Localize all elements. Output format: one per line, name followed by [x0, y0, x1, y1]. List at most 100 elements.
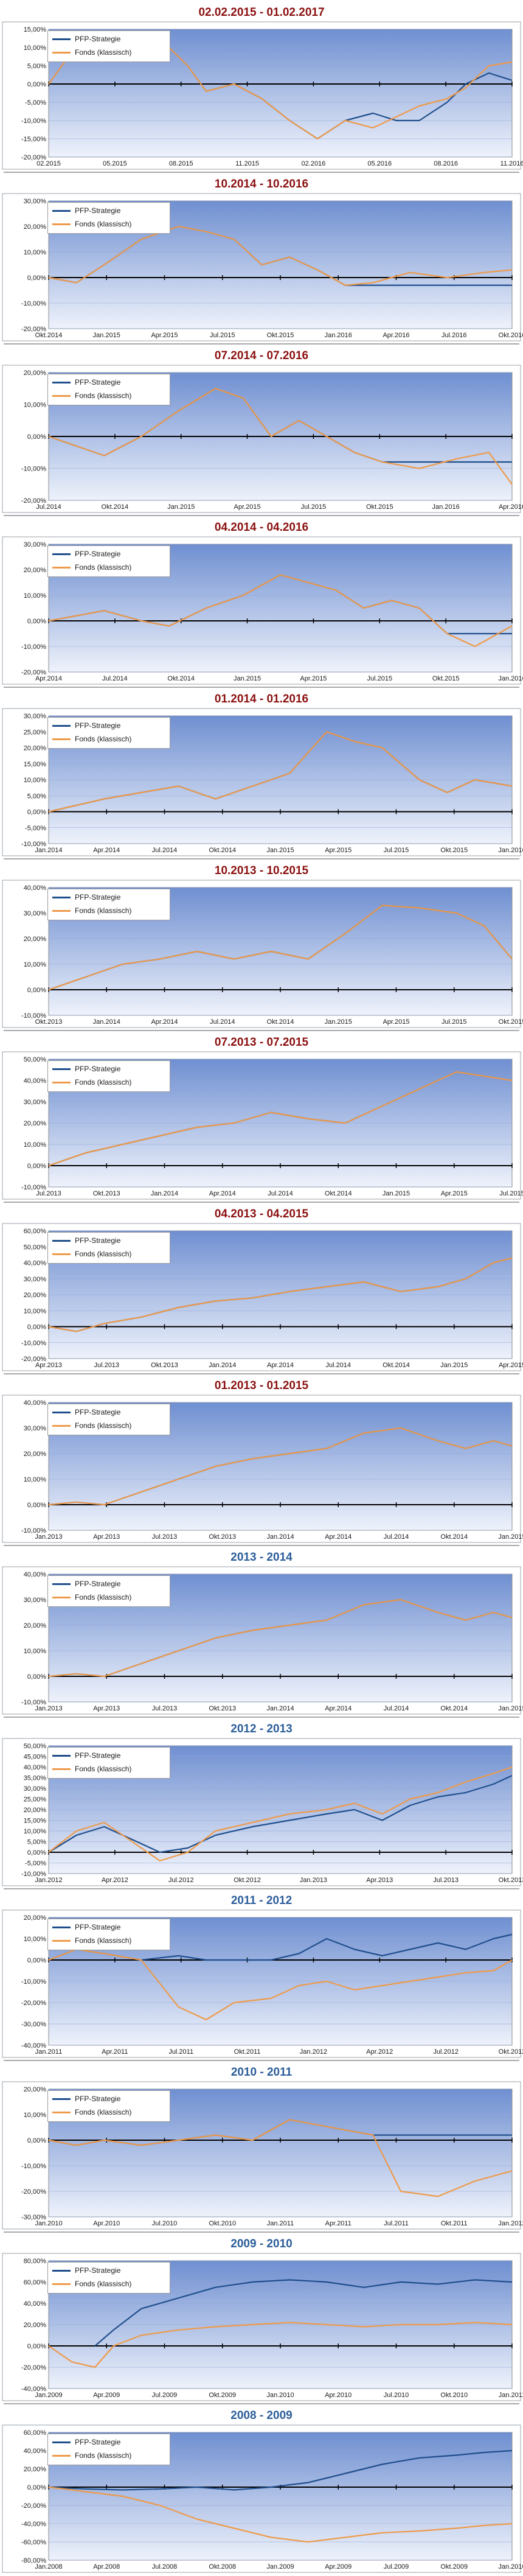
x-tick-label: Apr.2013	[366, 1877, 393, 1884]
x-tick-label: Apr.2010	[93, 2220, 120, 2227]
chart-panel: 01.2013 - 01.2015 -10,00% 0,00% 10,00% 20,00…	[0, 1373, 523, 1545]
legend-swatch	[52, 897, 71, 898]
x-tick-label: Okt.2015	[366, 503, 393, 511]
legend-label: Fonds (klassisch)	[75, 1078, 132, 1087]
x-tick-label: Apr.2010	[325, 2392, 352, 2399]
x-tick-label: Jan.2013	[300, 1877, 327, 1884]
legend-entry: PFP-Strategie	[48, 1749, 170, 1762]
legend-entry: Fonds (klassisch)	[48, 2449, 170, 2462]
y-tick-label: 5,00%	[27, 63, 46, 70]
panel-separator	[4, 1717, 519, 1718]
panel-separator	[4, 1888, 519, 1889]
legend-entry: Fonds (klassisch)	[48, 1934, 170, 1947]
chart-title: 10.2014 - 10.2016	[214, 178, 309, 191]
x-tick-label: Okt.2013	[209, 1533, 236, 1541]
x-tick-label: Apr.2014	[267, 1362, 294, 1369]
y-tick-label: 35,00%	[24, 1775, 47, 1782]
panel-frame	[2, 21, 521, 170]
y-tick-label: -10,00%	[21, 1699, 46, 1706]
x-tick-label: Okt.2012	[234, 1877, 261, 1884]
y-tick-label: 40,00%	[24, 884, 47, 892]
x-tick-label: Jul.2014	[152, 847, 178, 854]
chart-title: 2008 - 2009	[230, 2409, 293, 2422]
legend-swatch	[52, 2455, 71, 2457]
panel-separator	[4, 1202, 519, 1203]
panel-separator	[4, 1373, 519, 1374]
chart-panel: 04.2014 - 04.2016 -20,00% -10,00% 0,00% 10,0…	[0, 515, 523, 687]
y-tick-label: 10,00%	[24, 1307, 47, 1315]
panel-frame	[2, 1909, 521, 2058]
x-tick-label: Okt.2015	[432, 675, 460, 682]
x-tick-label: Apr.2011	[102, 2048, 128, 2056]
chart-panel: 2011 - 2012 -40,00% -30,00% -20,00% -10,00% 0…	[0, 1888, 523, 2060]
legend-swatch	[52, 2098, 71, 2100]
x-tick-label: Apr.2014	[209, 1190, 236, 1197]
x-tick-label: Jul.2014	[268, 1190, 293, 1197]
y-tick-label: -40,00%	[21, 2385, 46, 2393]
y-tick-label: 0,00%	[27, 2484, 46, 2491]
legend-label: PFP-Strategie	[75, 1065, 121, 1073]
x-tick-label: Okt.2014	[102, 503, 129, 511]
panel-separator	[4, 858, 519, 859]
y-tick-label: 30,00%	[24, 1597, 47, 1604]
legend-swatch	[52, 725, 71, 727]
chart-panel: 07.2014 - 07.2016 -20,00% -10,00% 0,00% 10,0…	[0, 343, 523, 515]
x-tick-label: Jan.2016	[498, 847, 523, 854]
x-tick-label: Jul.2014	[384, 1533, 409, 1541]
legend-swatch	[52, 1412, 71, 1413]
chart-panel: 02.02.2015 - 01.02.2017 -20,00% -15,00% -10…	[0, 0, 523, 172]
panel-frame	[2, 2253, 521, 2401]
x-tick-label: Okt.2014	[383, 1362, 410, 1369]
x-tick-label: Jan.2014	[266, 1705, 294, 1712]
y-tick-label: -30,00%	[21, 2214, 46, 2221]
x-tick-label: Apr.2008	[93, 2563, 120, 2571]
series-line-fonds-klassisch	[48, 2322, 513, 2368]
legend-label: Fonds (klassisch)	[75, 220, 132, 228]
legend-swatch	[52, 1768, 71, 1770]
y-tick-label: 0,00%	[27, 1324, 46, 1331]
y-tick-label: 20,00%	[24, 745, 47, 752]
legend-swatch	[52, 1425, 71, 1427]
y-tick-label: 20,00%	[24, 1120, 47, 1127]
x-tick-label: Jan.2015	[234, 675, 261, 682]
x-tick-label: Apr.2014	[325, 1533, 352, 1541]
chart-legend: PFP-Strategie Fonds (klassisch)	[47, 374, 170, 405]
panel-separator	[4, 1545, 519, 1546]
legend-entry: PFP-Strategie	[48, 2264, 170, 2277]
y-tick-label: 20,00%	[24, 2466, 47, 2473]
y-tick-label: 40,00%	[24, 1764, 47, 1771]
y-tick-label: 50,00%	[24, 1056, 47, 1063]
legend-label: Fonds (klassisch)	[75, 48, 132, 57]
x-tick-label: Jul.2016	[442, 332, 467, 339]
y-tick-label: 15,00%	[24, 1818, 47, 1825]
y-tick-label: 50,00%	[24, 1244, 47, 1251]
x-tick-label: Okt.2013	[93, 1190, 120, 1197]
legend-label: Fonds (klassisch)	[75, 563, 132, 572]
y-tick-label: 50,00%	[24, 1743, 47, 1750]
panel-separator	[4, 2403, 519, 2404]
y-tick-label: 60,00%	[24, 2279, 47, 2286]
series-line-fonds-klassisch	[48, 1071, 513, 1167]
y-tick-label: 10,00%	[24, 402, 47, 409]
chart-legend: PFP-Strategie Fonds (klassisch)	[47, 1232, 170, 1264]
x-tick-label: Jul.2015	[367, 675, 392, 682]
y-tick-label: -20,00%	[21, 2364, 46, 2371]
x-tick-label: Okt.2010	[209, 2220, 236, 2227]
y-tick-label: -60,00%	[21, 2539, 46, 2546]
y-tick-label: 20,00%	[24, 1451, 47, 1458]
y-tick-label: -20,00%	[21, 326, 46, 333]
y-tick-label: 20,00%	[24, 369, 47, 377]
chart-svg: -20,00% -15,00% -10,00% -5,00% 0,00% 5,00% 10,…	[2, 21, 523, 170]
x-tick-label: Jan.2014	[93, 1018, 120, 1026]
chart-title: 2011 - 2012	[230, 1894, 293, 1907]
x-tick-label: Jul.2013	[36, 1190, 61, 1197]
x-tick-label: Okt.2010	[440, 2392, 468, 2399]
legend-swatch	[52, 1583, 71, 1585]
legend-entry: Fonds (klassisch)	[48, 1419, 170, 1432]
legend-swatch	[52, 1597, 71, 1598]
legend-entry: Fonds (klassisch)	[48, 1763, 170, 1775]
x-tick-label: Apr.2009	[325, 2563, 352, 2571]
panel-separator	[4, 687, 519, 688]
legend-label: PFP-Strategie	[75, 35, 121, 43]
y-tick-label: -5,00%	[25, 99, 46, 107]
